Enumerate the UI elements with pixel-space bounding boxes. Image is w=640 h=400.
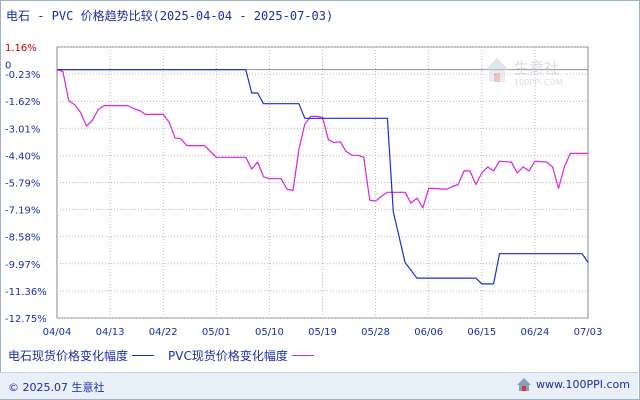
footer-site: www.100PPI.com [536, 377, 630, 391]
site-logo-icon [517, 378, 532, 391]
legend-swatch-series1 [132, 355, 155, 356]
y-tick-label: -11.36% [5, 287, 47, 298]
grid-layer [56, 46, 589, 319]
x-tick-label: 06/24 [520, 327, 549, 338]
watermark: 生意社 100PPI.COM [482, 52, 582, 94]
chart-title: 电石 - PVC 价格趋势比较(2025-04-04 - 2025-07-03) [6, 9, 334, 23]
legend-label-series1: 电石现货价格变化幅度 [8, 349, 129, 363]
y-tick-label: -3.01% [5, 124, 40, 135]
watermark-url: 100PPI.COM [514, 78, 563, 87]
series-line-2 [56, 69, 588, 209]
x-tick-label: 04/13 [96, 327, 125, 338]
legend-label-series2: PVC现货价格变化幅度 [168, 349, 288, 363]
x-tick-label: 06/06 [414, 327, 443, 338]
x-axis-ticks: 04/04 04/13 04/22 05/01 05/10 05/19 05/28 06/06… [43, 327, 603, 338]
series-line-1 [57, 68, 589, 285]
legend: 电石现货价格变化幅度 PVC现货价格变化幅度 [8, 347, 328, 364]
y-tick-label: -7.19% [5, 206, 40, 217]
y-tick-label: -5.79% [5, 179, 40, 190]
footer: © 2025.07 生意社 www.100PPI.com [0, 372, 638, 399]
x-tick-label: 04/22 [149, 327, 178, 338]
y-zero-label: 0 [5, 61, 11, 72]
footer-copyright: © 2025.07 生意社 [8, 381, 105, 394]
watermark-logo-icon: 生意社 100PPI.COM [485, 58, 563, 87]
y-tick-label: -0.23% [5, 70, 40, 81]
y-tick-label: 1.16% [5, 43, 37, 54]
y-tick-label: -8.58% [5, 233, 40, 244]
legend-swatch-series2 [291, 355, 314, 356]
y-tick-label: -1.62% [5, 97, 40, 108]
y-tick-label: -12.75% [5, 314, 47, 325]
x-tick-label: 05/19 [308, 327, 337, 338]
x-tick-label: 05/10 [255, 327, 284, 338]
y-axis-ticks: 1.16% -0.23% -1.62% -3.01% -4.40% -5.79% -7.19… [5, 43, 47, 325]
x-tick-label: 07/03 [574, 327, 603, 338]
x-tick-label: 05/28 [361, 327, 390, 338]
y-tick-label: -4.40% [5, 151, 40, 162]
watermark-name: 生意社 [514, 59, 559, 77]
x-tick-label: 05/01 [202, 327, 231, 338]
footer-site-link[interactable]: www.100PPI.com [516, 377, 630, 391]
series-layer [56, 68, 589, 285]
x-tick-label: 06/15 [467, 327, 496, 338]
x-tick-label: 04/04 [43, 327, 72, 338]
y-tick-label: -9.97% [5, 260, 40, 271]
